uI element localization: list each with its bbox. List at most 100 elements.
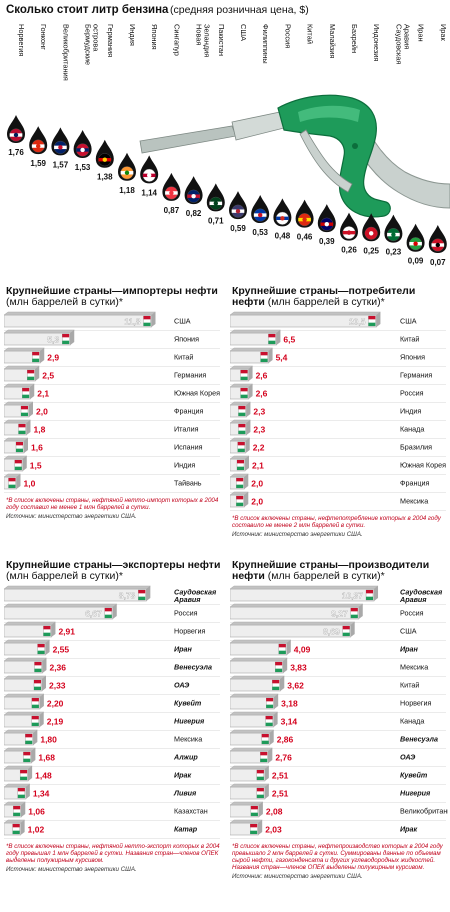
value-label-япония: 5,3 bbox=[47, 335, 59, 345]
bar-row-южная-корея: 2,1 Южная Корея bbox=[230, 455, 446, 475]
category-label-кувейт: Кувейт bbox=[400, 771, 428, 780]
value-label-мексика: 2,0 bbox=[251, 497, 263, 507]
value-label-мексика: 1,80 bbox=[40, 735, 57, 745]
price-drop-саудовская-аравия: 0,23 bbox=[384, 214, 403, 257]
bar-row-ирак: 2,03 Ирак bbox=[230, 819, 446, 839]
category-label-германия: Германия bbox=[400, 371, 432, 380]
price-value-саудовская-аравия: 0,23 bbox=[386, 248, 402, 257]
bar-row-мексика: 2,0 Мексика bbox=[230, 491, 446, 511]
bar-row-франция: 2,0 Франция bbox=[230, 473, 446, 493]
price-drop-бермудские-острова: 1,53 bbox=[73, 129, 92, 172]
value-label-алжир: 1,68 bbox=[38, 753, 55, 763]
value-label-германия: 2,5 bbox=[42, 371, 54, 381]
bar-row-саудовская-аравия: 10,37 Саудовская Аравия bbox=[230, 585, 446, 605]
country-label-иран: Иран bbox=[417, 24, 426, 42]
price-value-бермудские-острова: 1,53 bbox=[75, 163, 91, 172]
category-label-япония: Япония bbox=[400, 353, 425, 362]
bar-row-индия: 2,3 Индия bbox=[230, 401, 446, 421]
consumers-source: Источник: министерство энергетики США. bbox=[232, 531, 363, 538]
value-label-великобритания: 2,08 bbox=[266, 807, 283, 817]
category-label-алжир: Алжир bbox=[173, 753, 198, 762]
category-label-бразилия: Бразилия bbox=[400, 443, 432, 452]
category-label-кувейт: Кувейт bbox=[174, 699, 202, 708]
importers-title: Крупнейшие страны—импортеры нефти (млн б… bbox=[6, 285, 218, 308]
country-label-китай: Китай bbox=[306, 24, 315, 44]
price-value-малайзия: 0,39 bbox=[319, 237, 335, 246]
category-label-франция: Франция bbox=[400, 479, 430, 488]
category-label-россия: Россия bbox=[174, 609, 198, 618]
category-label-германия: Германия bbox=[174, 371, 206, 380]
price-value-филиппины: 0,53 bbox=[252, 228, 268, 237]
exporters-title: Крупнейшие страны—экспортеры нефти (млн … bbox=[6, 559, 221, 582]
price-value-гонконг: 1,59 bbox=[30, 159, 46, 168]
category-label-канада: Канада bbox=[400, 425, 424, 434]
exporters-chart: 8,73 Саудовская Аравия 6,67 Россия 2,91 Норвег… bbox=[4, 585, 220, 839]
country-label-норвегия: Норвегия bbox=[17, 24, 26, 56]
importers-footnote: *В список включены страны, нефтяной нетт… bbox=[6, 497, 219, 511]
price-drop-филиппины: 0,53 bbox=[251, 195, 270, 237]
category-label-канада: Канада bbox=[400, 717, 424, 726]
bar-row-иран: 2,55 Иран bbox=[4, 639, 220, 659]
producers-chart: 10,37 Саудовская Аравия 9,27 Россия 8,69 США 4,… bbox=[230, 585, 448, 839]
bar-row-китай: 2,9 Китай bbox=[4, 347, 220, 367]
bar-row-норвегия: 3,18 Норвегия bbox=[230, 693, 446, 713]
category-label-китай: Китай bbox=[400, 681, 419, 690]
value-label-саудовская-аравия: 8,73 bbox=[119, 591, 136, 601]
price-drop-новая-зеландия: 0,82 bbox=[184, 176, 203, 218]
country-label-индонезия: Индонезия bbox=[372, 24, 381, 61]
bar-row-китай: 3,62 Китай bbox=[230, 675, 446, 695]
country-label-саудовская-аравия: СаудовскаяАравия bbox=[394, 24, 411, 64]
value-label-россия: 6,67 bbox=[85, 609, 102, 619]
bar-row-россия: 6,67 Россия bbox=[4, 603, 220, 623]
category-label-китай: Китай bbox=[174, 353, 193, 362]
price-drop-пакистан: 0,71 bbox=[206, 183, 225, 225]
value-label-германия: 2,6 bbox=[256, 371, 268, 381]
category-label-норвегия: Норвегия bbox=[174, 627, 206, 636]
price-value-бахрейн: 0,26 bbox=[341, 246, 357, 255]
importers-source: Источник: министерство энергетики США. bbox=[6, 513, 137, 520]
category-label-великобритания: Великобритания bbox=[400, 807, 448, 816]
category-label-сша: США bbox=[400, 317, 417, 326]
value-label-россия: 2,6 bbox=[256, 389, 268, 399]
price-drop-китай: 0,46 bbox=[295, 199, 314, 242]
category-label-венесуэла: Венесуэла bbox=[400, 735, 438, 744]
category-label-ливия: Ливия bbox=[173, 789, 197, 798]
country-label-сша: США bbox=[239, 24, 248, 41]
price-drop-великобритания: 1,57 bbox=[51, 127, 70, 169]
country-label-бермудские-острова: Бермудскиеострова bbox=[84, 24, 101, 65]
consumers-chart: 20,5 США 6,5 Китай 5,4 Япония 2,6 Германия 2,6 Ро… bbox=[230, 311, 446, 511]
bar-япония bbox=[4, 332, 71, 346]
value-label-китай: 2,9 bbox=[47, 353, 59, 363]
bar-row-франция: 2,0 Франция bbox=[4, 401, 220, 421]
price-drop-ирак: 0,07 bbox=[428, 225, 447, 267]
bar-row-сша: 8,69 США bbox=[230, 621, 446, 641]
producers-title: Крупнейшие страны—производители нефти (м… bbox=[232, 559, 430, 582]
bar-row-канада: 2,3 Канада bbox=[230, 419, 446, 439]
bar-row-оаэ: 2,76 ОАЭ bbox=[230, 747, 446, 767]
value-label-норвегия: 2,91 bbox=[58, 627, 75, 637]
value-label-иран: 2,55 bbox=[53, 645, 70, 655]
category-label-венесуэла: Венесуэла bbox=[174, 663, 212, 672]
bar-row-япония: 5,3 Япония bbox=[4, 329, 220, 349]
country-label-бахрейн: Бахрейн bbox=[350, 24, 359, 53]
country-label-гонконг: Гонконг bbox=[39, 24, 48, 50]
country-label-новая-зеландия: НоваяЗеландия bbox=[195, 24, 212, 57]
bar-row-алжир: 1,68 Алжир bbox=[4, 747, 220, 767]
value-label-канада: 3,14 bbox=[281, 717, 298, 727]
bar-row-германия: 2,5 Германия bbox=[4, 365, 220, 385]
bar-иран bbox=[230, 642, 288, 656]
value-label-мексика: 3,83 bbox=[290, 663, 307, 673]
category-label-россия: Россия bbox=[400, 609, 424, 618]
bar-row-казахстан: 1,06 Казахстан bbox=[4, 801, 220, 821]
price-value-индия: 1,18 bbox=[119, 186, 135, 195]
bar-row-япония: 5,4 Япония bbox=[230, 347, 446, 367]
value-label-оаэ: 2,76 bbox=[275, 753, 292, 763]
price-drop-норвегия: 1,76 bbox=[7, 115, 25, 157]
country-label-малайзия: Малайзия bbox=[328, 24, 337, 58]
gas-chart-title: Сколько стоит литр бензина bbox=[6, 4, 169, 16]
bar-row-италия: 1,8 Италия bbox=[4, 419, 220, 439]
price-drop-бахрейн: 0,26 bbox=[340, 212, 358, 255]
category-label-саудовская-аравия: Саудовская Аравия bbox=[399, 588, 443, 605]
bar-row-великобритания: 2,08 Великобритания bbox=[230, 801, 448, 821]
value-label-южная-корея: 2,1 bbox=[37, 389, 49, 399]
